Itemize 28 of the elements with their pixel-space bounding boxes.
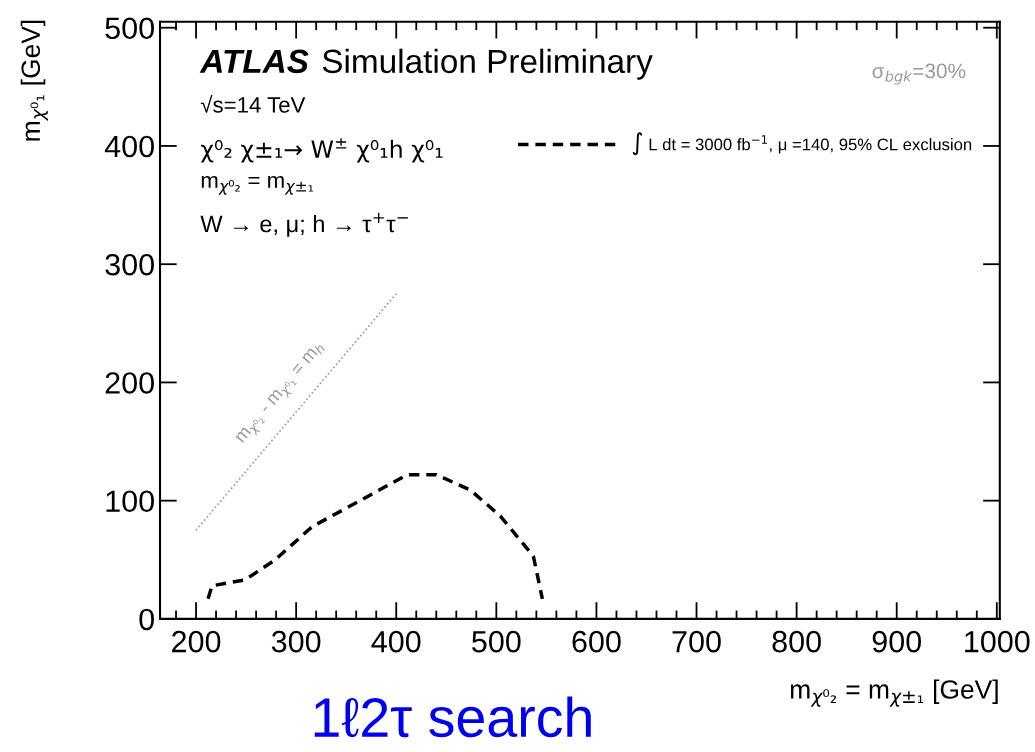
y-tick-label: 200: [105, 372, 154, 394]
annotation: ATLAS: [199, 49, 309, 74]
annotation: Simulation Preliminary: [322, 48, 653, 80]
text: 1ℓ2τ search: [314, 696, 591, 738]
x-tick-label: 300: [271, 630, 321, 653]
x-tick-label: 700: [672, 630, 721, 653]
y-tick-label: 400: [104, 135, 154, 158]
annotation: √s=14 TeV: [200, 94, 306, 113]
x-tick-label: 800: [772, 630, 821, 653]
annotation: σ$_{bgk}$=30%: [872, 63, 966, 85]
x-tick-label: 1000: [965, 630, 1030, 653]
x-tick-label: 500: [472, 630, 521, 653]
y-tick-label: 300: [105, 253, 154, 276]
x-tick-label: 400: [371, 630, 421, 653]
y-tick-label: 500: [105, 17, 154, 40]
annotation: χ⁰₂ χ±₁→ W$^{±}$ χ⁰₁h χ⁰₁: [201, 138, 443, 163]
annotation: m$_{χ⁰₂}$ = m$_{χ±₁}$: [201, 175, 314, 195]
x-tick-label: 200: [172, 630, 221, 653]
line-series: [206, 472, 545, 601]
x-tick-label: 900: [872, 630, 922, 653]
y-axis-title: m$_{χ⁰₁}$ [GeV]: [20, 20, 48, 141]
x-axis-title: m$_{χ⁰₂}$ = m$_{χ±₁}$ [GeV]: [790, 679, 998, 707]
y-tick-label: 100: [106, 490, 154, 513]
x-tick-label: 600: [572, 630, 621, 653]
annotation: m$_{χ⁰₂}$ - m$_{χ⁰₁}$ = m$_{h}$: [235, 341, 328, 447]
y-tick-label: 0: [139, 608, 154, 631]
legend-label: ∫ L dt = 3000 fb$^{−1}$, μ =140, 95% CL exclusion: [632, 132, 972, 156]
annotation: W → e, μ; h → τ$^{+}$τ$^{−}$: [200, 212, 408, 237]
